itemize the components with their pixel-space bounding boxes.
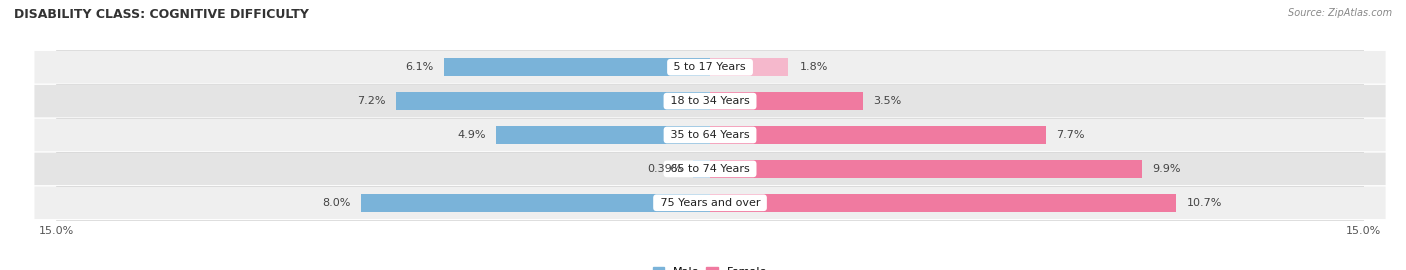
Bar — [710, 126, 1046, 144]
Text: DISABILITY CLASS: COGNITIVE DIFFICULTY: DISABILITY CLASS: COGNITIVE DIFFICULTY — [14, 8, 309, 21]
FancyBboxPatch shape — [35, 119, 1385, 151]
Text: 1.8%: 1.8% — [800, 62, 828, 72]
Text: 18 to 34 Years: 18 to 34 Years — [666, 96, 754, 106]
Text: 65 to 74 Years: 65 to 74 Years — [666, 164, 754, 174]
Text: 7.7%: 7.7% — [1056, 130, 1085, 140]
Legend: Male, Female: Male, Female — [648, 262, 772, 270]
Text: 75 Years and over: 75 Years and over — [657, 198, 763, 208]
Text: 8.0%: 8.0% — [322, 198, 350, 208]
Text: 3.5%: 3.5% — [873, 96, 901, 106]
Text: 9.9%: 9.9% — [1153, 164, 1181, 174]
FancyBboxPatch shape — [35, 187, 1385, 219]
Bar — [396, 92, 710, 110]
Bar — [496, 126, 710, 144]
Text: 5 to 17 Years: 5 to 17 Years — [671, 62, 749, 72]
Text: Source: ZipAtlas.com: Source: ZipAtlas.com — [1288, 8, 1392, 18]
Bar — [693, 160, 710, 178]
Bar — [710, 194, 1177, 212]
Bar — [710, 92, 862, 110]
Text: 0.39%: 0.39% — [647, 164, 682, 174]
Text: 4.9%: 4.9% — [457, 130, 485, 140]
FancyBboxPatch shape — [35, 85, 1385, 117]
FancyBboxPatch shape — [35, 153, 1385, 185]
Bar — [444, 58, 710, 76]
Text: 7.2%: 7.2% — [357, 96, 385, 106]
FancyBboxPatch shape — [35, 51, 1385, 83]
Text: 6.1%: 6.1% — [405, 62, 433, 72]
Text: 35 to 64 Years: 35 to 64 Years — [666, 130, 754, 140]
Bar — [361, 194, 710, 212]
Bar — [710, 58, 789, 76]
Bar — [710, 160, 1142, 178]
Text: 10.7%: 10.7% — [1187, 198, 1223, 208]
